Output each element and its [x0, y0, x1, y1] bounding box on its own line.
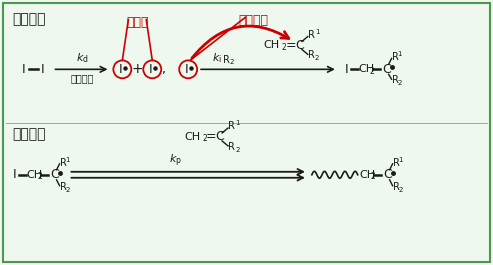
Text: $k_\mathrm{i}$: $k_\mathrm{i}$ [212, 52, 222, 65]
Text: 光、热等: 光、热等 [70, 73, 94, 83]
Text: R: R [392, 182, 399, 192]
Text: 2: 2 [282, 43, 286, 52]
Text: I: I [41, 63, 44, 76]
Text: 2: 2 [66, 187, 70, 193]
Text: R: R [60, 182, 67, 192]
Text: ,: , [162, 63, 166, 76]
Text: 2: 2 [235, 147, 240, 153]
Text: R: R [391, 52, 398, 62]
FancyBboxPatch shape [2, 3, 491, 262]
Text: I: I [22, 63, 26, 76]
Text: CH: CH [264, 41, 280, 50]
Text: 2: 2 [202, 134, 207, 143]
Text: R: R [228, 142, 235, 152]
Text: R: R [223, 55, 230, 65]
Text: CH: CH [27, 170, 43, 180]
Text: $k_\mathrm{p}$: $k_\mathrm{p}$ [169, 152, 182, 169]
Text: 1: 1 [397, 51, 402, 58]
Text: 进攻双键: 进攻双键 [238, 14, 268, 26]
Text: =: = [285, 39, 296, 52]
Text: =: = [206, 130, 216, 143]
Text: 1: 1 [315, 29, 319, 34]
Text: C: C [295, 39, 304, 52]
Text: I: I [345, 63, 349, 76]
Text: 1: 1 [398, 157, 403, 163]
Text: C: C [216, 130, 224, 143]
Text: CH: CH [359, 64, 375, 74]
Text: 2: 2 [397, 80, 402, 86]
Text: R: R [60, 158, 67, 168]
Text: R: R [228, 121, 235, 131]
Text: CH: CH [184, 132, 200, 142]
Text: I: I [13, 168, 16, 181]
Text: R: R [392, 158, 399, 168]
Text: C: C [383, 168, 392, 181]
Text: R: R [391, 75, 398, 85]
Text: 2: 2 [315, 55, 319, 61]
Text: 2: 2 [229, 59, 233, 65]
Text: 开始反应: 开始反应 [13, 13, 46, 26]
Text: +: + [132, 62, 143, 76]
Text: 2: 2 [37, 172, 42, 181]
Text: 成长反应: 成长反应 [13, 127, 46, 141]
Text: I: I [184, 63, 188, 76]
Text: R: R [308, 29, 315, 39]
Text: 自由基: 自由基 [126, 16, 148, 29]
Text: CH: CH [360, 170, 376, 180]
Text: I: I [148, 63, 152, 76]
Text: 1: 1 [235, 120, 240, 126]
Text: C: C [382, 63, 391, 76]
Text: C: C [50, 168, 59, 181]
Text: $k_\mathrm{d}$: $k_\mathrm{d}$ [76, 52, 89, 65]
Text: R: R [308, 50, 315, 60]
Text: 2: 2 [371, 172, 375, 181]
Text: 1: 1 [66, 157, 70, 163]
Text: I: I [118, 63, 122, 76]
FancyArrowPatch shape [192, 26, 289, 58]
Text: 2: 2 [370, 67, 374, 76]
Text: 2: 2 [398, 187, 403, 193]
